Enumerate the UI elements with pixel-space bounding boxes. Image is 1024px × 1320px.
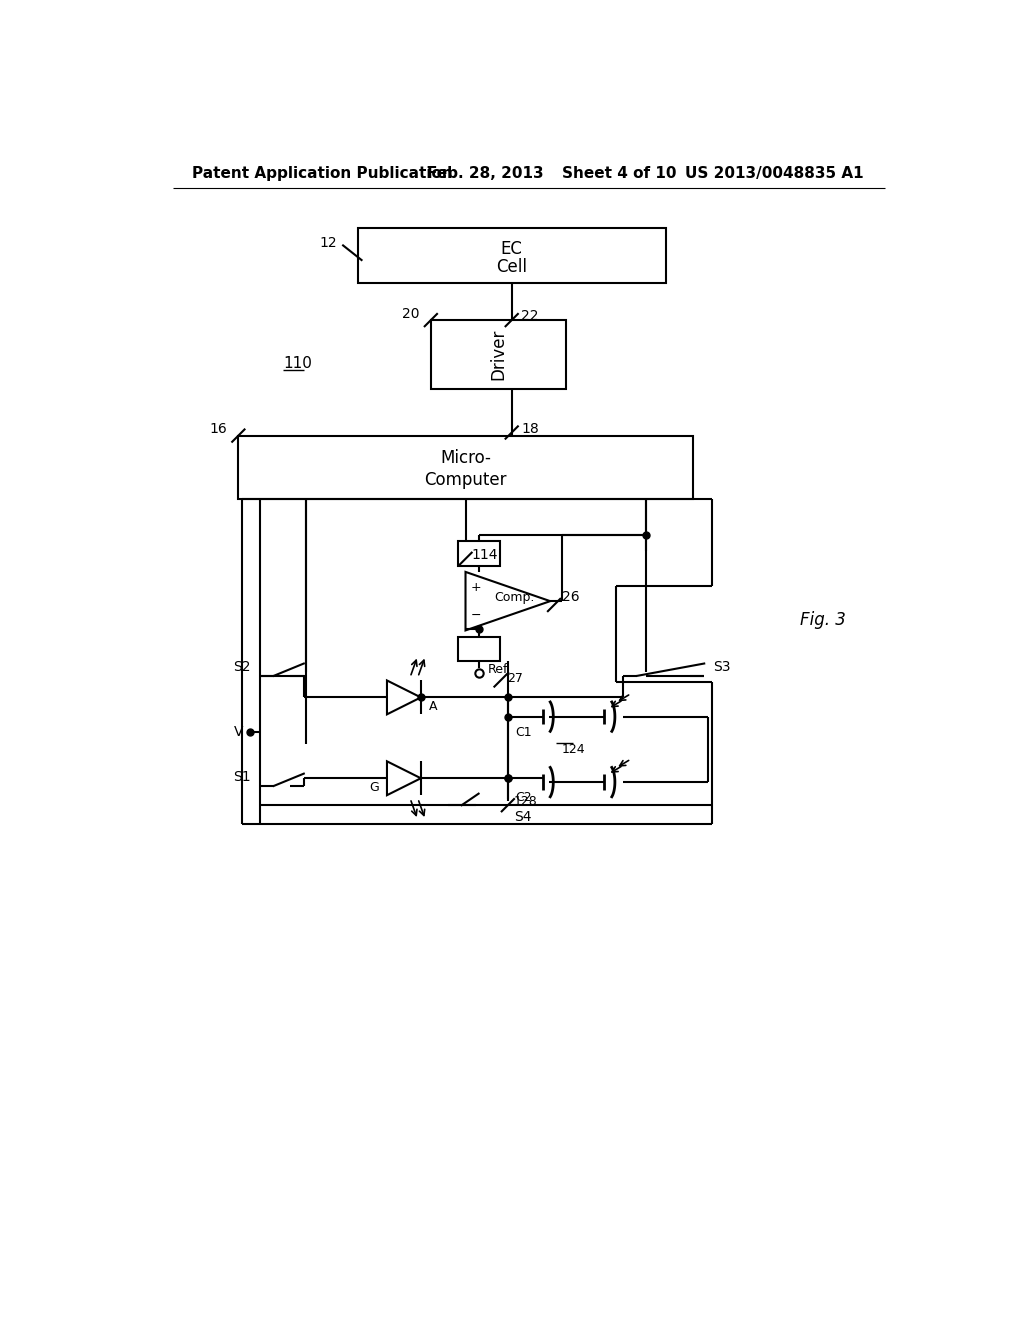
Text: 22: 22 xyxy=(521,309,539,323)
Text: EC: EC xyxy=(501,240,522,257)
Bar xyxy=(431,321,565,389)
Text: S3: S3 xyxy=(714,660,731,673)
Text: 16: 16 xyxy=(209,422,226,437)
Text: S2: S2 xyxy=(233,660,251,673)
Text: 110: 110 xyxy=(283,356,312,371)
Bar xyxy=(458,636,500,661)
Bar xyxy=(458,541,500,566)
Text: Driver: Driver xyxy=(489,329,507,380)
Text: 26: 26 xyxy=(562,590,580,605)
Text: S4: S4 xyxy=(514,809,531,824)
Text: 20: 20 xyxy=(401,308,419,321)
Text: Computer: Computer xyxy=(424,471,507,488)
Bar xyxy=(239,436,692,499)
Text: G: G xyxy=(370,781,379,795)
Text: Patent Application Publication: Patent Application Publication xyxy=(193,166,453,181)
Text: 27: 27 xyxy=(507,672,522,685)
Text: V: V xyxy=(234,725,244,739)
Text: S1: S1 xyxy=(233,770,251,784)
Text: 128: 128 xyxy=(514,795,538,808)
Text: −: − xyxy=(471,609,481,622)
Text: +: + xyxy=(471,581,481,594)
Text: 18: 18 xyxy=(521,421,539,436)
Text: Feb. 28, 2013: Feb. 28, 2013 xyxy=(427,166,544,181)
Text: C2: C2 xyxy=(515,791,531,804)
Text: Comp.: Comp. xyxy=(494,591,535,603)
Text: US 2013/0048835 A1: US 2013/0048835 A1 xyxy=(685,166,863,181)
Text: Cell: Cell xyxy=(497,257,527,276)
Text: Micro-: Micro- xyxy=(440,449,490,467)
Text: 114: 114 xyxy=(472,548,498,562)
Text: Ref.: Ref. xyxy=(488,663,512,676)
Text: Fig. 3: Fig. 3 xyxy=(801,611,846,630)
Text: 12: 12 xyxy=(319,236,337,249)
Text: C1: C1 xyxy=(515,726,531,739)
Text: A: A xyxy=(429,700,437,713)
Text: Sheet 4 of 10: Sheet 4 of 10 xyxy=(562,166,676,181)
Bar xyxy=(357,227,666,284)
Text: 124: 124 xyxy=(562,743,586,756)
